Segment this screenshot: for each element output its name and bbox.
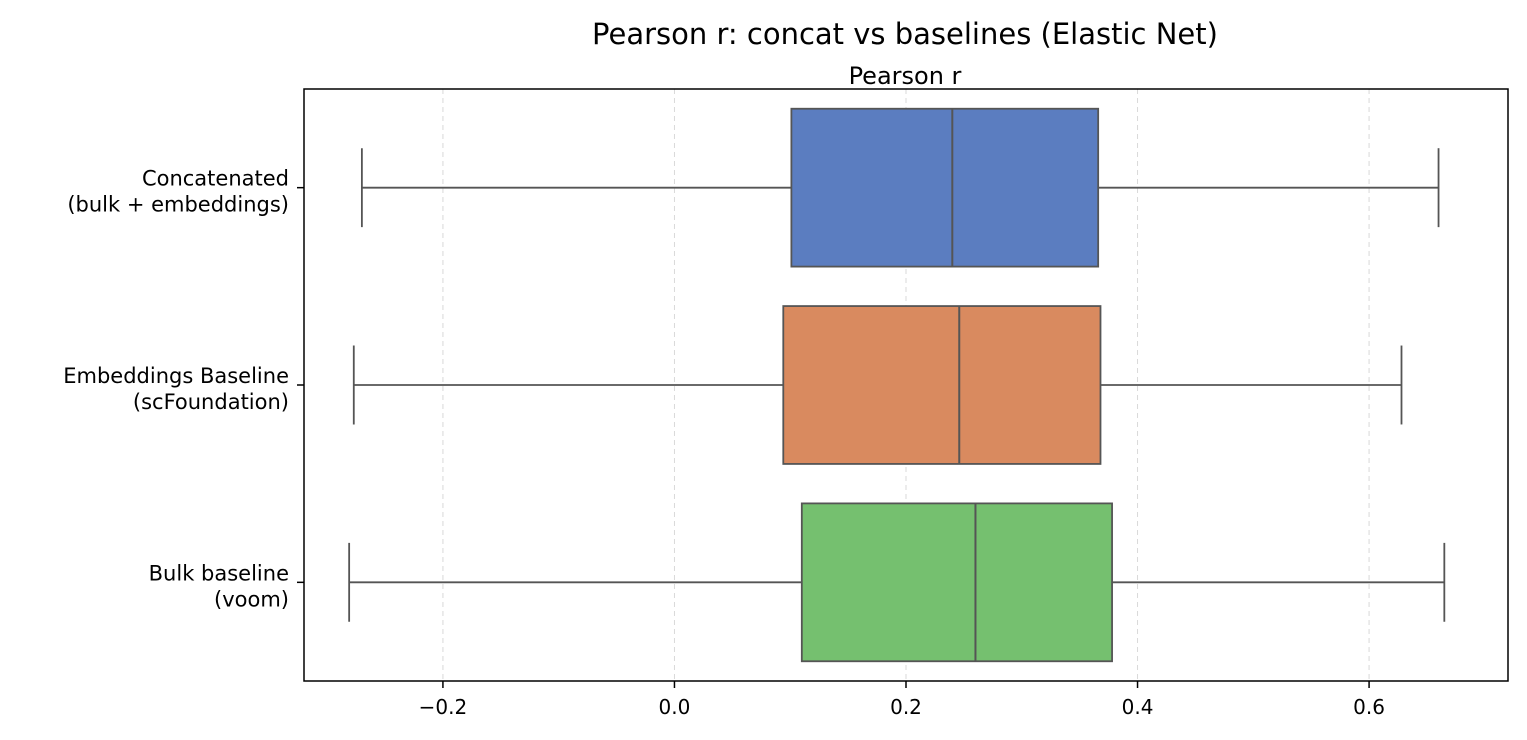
box-iqr	[782, 305, 1102, 465]
y-category-label: Concatenated (bulk + embeddings)	[67, 167, 289, 217]
y-category-label-line: (scFoundation)	[133, 390, 289, 414]
y-category-label-line: Concatenated	[142, 167, 289, 191]
y-category-label-line: (bulk + embeddings)	[67, 193, 289, 217]
box-series	[360, 107, 1440, 268]
y-category-label: Bulk baseline (voom)	[149, 561, 289, 611]
box-series	[348, 502, 1446, 663]
box-group	[348, 107, 1446, 663]
y-category-label-line: (voom)	[214, 587, 289, 611]
x-tick-label: 0.6	[1353, 695, 1385, 719]
chart-title: Pearson r: concat vs baselines (Elastic …	[592, 17, 1218, 51]
x-tick-label: −0.2	[419, 695, 468, 719]
x-axis-label: Pearson r	[849, 62, 962, 90]
box-iqr	[800, 502, 1113, 663]
x-tick-label: 0.4	[1122, 695, 1154, 719]
box-iqr	[790, 107, 1100, 268]
y-axis-categories: Concatenated (bulk + embeddings) Embedding…	[63, 167, 304, 611]
x-tick-label: 0.2	[890, 695, 922, 719]
x-axis-ticks: −0.2 0.0 0.2 0.4 0.6	[419, 681, 1385, 719]
box-series	[352, 305, 1403, 465]
x-tick-label: 0.0	[659, 695, 691, 719]
y-category-label-line: Bulk baseline	[149, 561, 289, 585]
y-category-label-line: Embeddings Baseline	[63, 364, 289, 388]
y-category-label: Embeddings Baseline (scFoundation)	[63, 364, 289, 414]
